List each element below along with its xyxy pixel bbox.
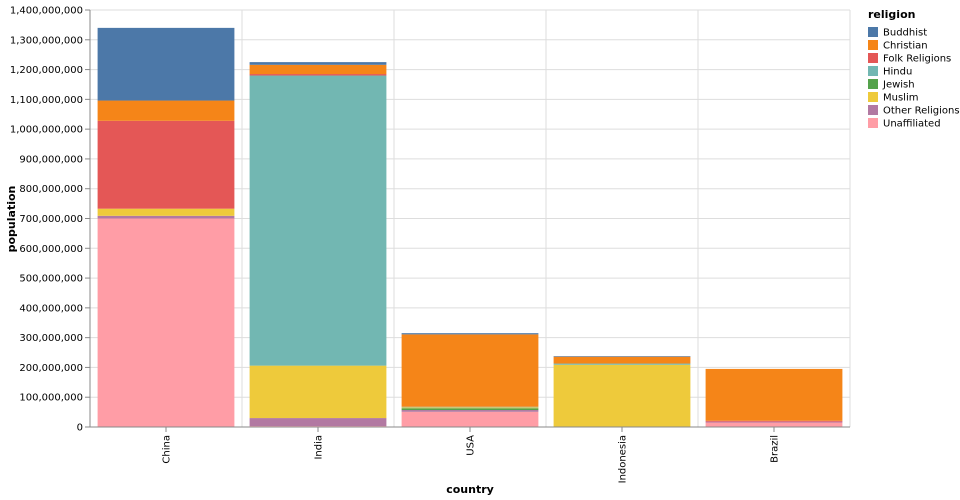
- y-tick-label: 1,400,000,000: [10, 6, 83, 17]
- bar-segment-india-folk-religions: [249, 74, 387, 76]
- bar-segment-brazil-christian: [705, 368, 843, 421]
- y-tick-label: 1,200,000,000: [10, 65, 83, 76]
- y-tick-label: 1,000,000,000: [10, 125, 83, 136]
- legend-swatch: [868, 53, 878, 63]
- bar-segment-india-muslim: [249, 365, 387, 419]
- bars: [97, 27, 843, 427]
- y-tick-label: 300,000,000: [19, 333, 83, 344]
- bar-segment-indonesia-hindu: [553, 363, 691, 365]
- bar-segment-china-unaffiliated: [97, 218, 235, 427]
- bar-segment-china-muslim: [97, 208, 235, 216]
- bar-segment-brazil-other-religions: [705, 421, 843, 423]
- y-tick-label: 200,000,000: [19, 363, 83, 374]
- legend-label: Christian: [883, 41, 928, 52]
- legend-label: Muslim: [883, 93, 918, 104]
- y-tick-label: 100,000,000: [19, 393, 83, 404]
- y-tick-label: 700,000,000: [19, 214, 83, 225]
- legend-swatch: [868, 105, 878, 115]
- bar-segment-brazil-unaffiliated: [705, 422, 843, 427]
- bar-segment-usa-other-religions: [401, 410, 539, 412]
- x-tick-label: India: [314, 435, 325, 460]
- y-tick-label: 400,000,000: [19, 303, 83, 314]
- bar-segment-usa-unaffiliated: [401, 411, 539, 427]
- y-tick-label: 600,000,000: [19, 244, 83, 255]
- bar-segment-usa-muslim: [401, 407, 539, 409]
- bar-segment-usa-hindu: [401, 406, 539, 408]
- bar-segment-india-hindu: [249, 75, 387, 366]
- bar-segment-china-christian: [97, 100, 235, 121]
- y-tick-label: 900,000,000: [19, 154, 83, 165]
- y-tick-label: 1,300,000,000: [10, 35, 83, 46]
- bar-segment-india-other-religions: [249, 418, 387, 427]
- legend-label: Buddhist: [883, 28, 927, 39]
- legend-label: Folk Religions: [883, 54, 951, 65]
- bar-segment-usa-jewish: [401, 408, 539, 411]
- bar-segment-indonesia-muslim: [553, 364, 691, 427]
- bar-segment-brazil-folk-religions: [705, 420, 843, 422]
- y-tick-label: 500,000,000: [19, 274, 83, 285]
- bar-segment-indonesia-buddhist: [553, 356, 691, 357]
- bar-segment-usa-buddhist: [401, 333, 539, 335]
- legend: religion Buddhist Christian Folk Religions…: [868, 8, 960, 130]
- y-tick-label: 0: [77, 423, 83, 434]
- legend-label: Jewish: [882, 80, 915, 91]
- bar-segment-china-folk-religions: [97, 120, 235, 209]
- y-axis-title: population: [5, 186, 18, 253]
- x-axis: China India USA Indonesia Brazil: [90, 426, 850, 483]
- x-axis-title: country: [446, 483, 494, 496]
- x-tick-label: Indonesia: [618, 435, 629, 483]
- x-tick-label: USA: [466, 435, 477, 456]
- x-tick-label: China: [162, 435, 173, 464]
- legend-swatch: [868, 118, 878, 128]
- legend-swatch: [868, 40, 878, 50]
- bar-segment-china-buddhist: [97, 27, 235, 101]
- legend-label: Hindu: [883, 67, 912, 78]
- legend-label: Unaffiliated: [883, 119, 941, 130]
- y-axis: 0 100,000,000 200,000,000 300,000,000 400,00…: [10, 6, 91, 434]
- y-tick-label: 1,100,000,000: [10, 95, 83, 106]
- legend-label: Other Religions: [883, 106, 960, 117]
- legend-swatch: [868, 66, 878, 76]
- y-tick-label: 800,000,000: [19, 184, 83, 195]
- legend-swatch: [868, 92, 878, 102]
- bar-segment-india-christian: [249, 64, 387, 75]
- legend-title: religion: [868, 8, 915, 21]
- bar-segment-india-buddhist: [249, 62, 387, 65]
- bar-segment-indonesia-christian: [553, 356, 691, 364]
- bar-segment-china-other-religions: [97, 215, 235, 219]
- bar-segment-usa-christian: [401, 334, 539, 407]
- legend-swatch: [868, 27, 878, 37]
- x-tick-label: Brazil: [770, 435, 781, 463]
- legend-swatch: [868, 79, 878, 89]
